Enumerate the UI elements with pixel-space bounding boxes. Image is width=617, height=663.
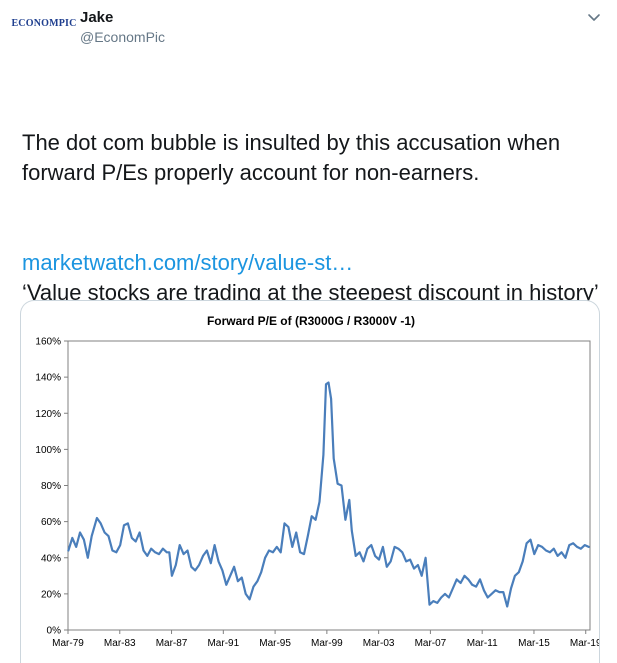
- x-tick-label: Mar-83: [104, 638, 136, 649]
- y-tick-label: 80%: [41, 481, 61, 492]
- x-tick-label: Mar-95: [259, 638, 291, 649]
- tweet-text: The dot com bubble is insulted by this a…: [22, 68, 602, 368]
- y-tick-label: 20%: [41, 589, 61, 600]
- y-tick-label: 60%: [41, 517, 61, 528]
- y-tick-label: 120%: [35, 409, 61, 420]
- x-tick-label: Mar-15: [518, 638, 550, 649]
- x-tick-label: Mar-99: [311, 638, 343, 649]
- display-name[interactable]: Jake: [80, 9, 114, 26]
- x-axis: Mar-79 Mar-83 Mar-87 Mar-91 Mar-95 Mar-99 Mar-…: [52, 630, 600, 649]
- chart: Forward P/E of (R3000G / R3000V -1) 0% 20…: [35, 314, 600, 649]
- x-tick-label: Mar-19: [570, 638, 600, 649]
- series-line: [67, 381, 590, 608]
- chevron-down-icon[interactable]: [585, 8, 603, 26]
- chart-card[interactable]: Forward P/E of (R3000G / R3000V -1) 0% 20…: [20, 300, 600, 663]
- y-tick-label: 140%: [35, 373, 61, 384]
- tweet-paragraph: The dot com bubble is insulted by this a…: [22, 130, 567, 185]
- x-tick-label: Mar-79: [52, 638, 84, 649]
- y-tick-label: 40%: [41, 553, 61, 564]
- x-tick-label: Mar-03: [363, 638, 395, 649]
- user-handle[interactable]: @EconomPic: [80, 29, 166, 45]
- x-tick-label: Mar-87: [156, 638, 188, 649]
- y-tick-label: 0%: [47, 626, 62, 637]
- y-tick-label: 100%: [35, 445, 61, 456]
- y-tick-label: 160%: [35, 337, 61, 348]
- chart-title: Forward P/E of (R3000G / R3000V -1): [207, 314, 415, 328]
- x-tick-label: Mar-91: [207, 638, 239, 649]
- x-tick-label: Mar-11: [467, 638, 498, 649]
- y-axis: 0% 20% 40% 60% 80% 100% 120% 140% 160%: [35, 337, 68, 637]
- series-group: [67, 381, 590, 608]
- article-link[interactable]: marketwatch.com/story/value-st…: [22, 250, 354, 275]
- avatar-logo[interactable]: ECONOMPIC: [11, 17, 77, 29]
- x-tick-label: Mar-07: [415, 638, 447, 649]
